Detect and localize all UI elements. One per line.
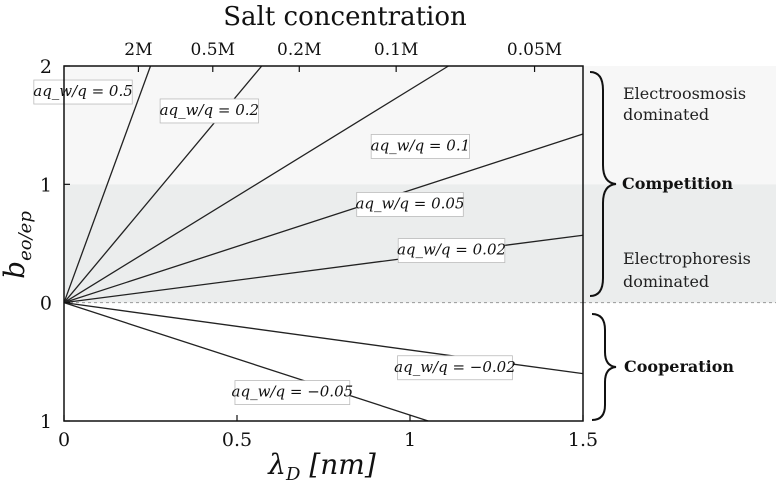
series-label-6: aq_w/q = −0.05 xyxy=(232,380,354,406)
series-line-2 xyxy=(63,65,449,304)
series-label-2: aq_w/q = 0.1 xyxy=(370,134,471,159)
series-line-6 xyxy=(63,302,429,422)
electroosmosis-label-line1: Electroosmosis xyxy=(623,84,746,103)
series-line-0 xyxy=(63,65,152,303)
series-label-3: aq_w/q = 0.05 xyxy=(355,192,465,217)
series-label-box-3 xyxy=(356,192,464,217)
y-axis-label: beo/ep xyxy=(0,211,36,279)
series-label-text-3: aq_w/q = 0.05 xyxy=(355,194,464,212)
series-label-box-0 xyxy=(33,79,133,105)
x-ticks: 0 0.5 1 1.5 xyxy=(58,415,598,451)
y-tick-label-2: 1 xyxy=(40,174,52,196)
series-label-text-6: aq_w/q = −0.05 xyxy=(232,383,354,401)
plot-frame xyxy=(63,65,584,422)
series-label-box-2 xyxy=(370,134,470,159)
series-label-text-0: aq_w/q = 0.5 xyxy=(33,82,133,100)
top-tick-label-2: 0.2M xyxy=(277,40,321,60)
top-tick-label-4: 0.05M xyxy=(507,40,562,60)
y-tick-label-1: 0 xyxy=(40,293,52,315)
competition-label: Competition xyxy=(622,174,733,193)
x-tick-label-3: 1.5 xyxy=(568,429,598,451)
series-label-5: aq_w/q = −0.02 xyxy=(394,355,516,381)
x-tick-label-1: 0.5 xyxy=(222,429,252,451)
series-label-1: aq_w/q = 0.2 xyxy=(159,98,260,124)
electrophoresis-label-line1: Electrophoresis xyxy=(623,249,751,268)
series-label-text-5: aq_w/q = −0.02 xyxy=(394,358,516,376)
series-label-text-1: aq_w/q = 0.2 xyxy=(160,101,260,119)
competition-upper-brace xyxy=(589,71,617,297)
series-label-0: aq_w/q = 0.5 xyxy=(33,79,133,105)
chart-title: Salt concentration xyxy=(223,2,467,32)
series-label-text-2: aq_w/q = 0.1 xyxy=(371,136,471,154)
cooperation-label: Cooperation xyxy=(624,357,734,376)
series-label-box-6 xyxy=(234,380,351,406)
top-tick-label-3: 0.1M xyxy=(374,40,418,60)
y-tick-label-0: 1 xyxy=(40,411,52,433)
electrophoresis-label-line2: dominated xyxy=(623,272,709,291)
series-label-text-4: aq_w/q = 0.02 xyxy=(397,241,506,259)
series-label-4: aq_w/q = 0.02 xyxy=(397,238,506,264)
series-label-box-5 xyxy=(397,355,513,381)
y-tick-label-3: 2 xyxy=(40,56,52,78)
y-ticks: 1 0 1 2 xyxy=(40,56,70,433)
electroosmosis-label-line2: dominated xyxy=(623,105,709,124)
cooperation-brace xyxy=(591,313,617,421)
electroosmosis-region xyxy=(64,66,776,185)
series-label-box-1 xyxy=(159,98,259,124)
series-line-3 xyxy=(63,133,584,304)
top-tick-label-0: 2M xyxy=(124,40,152,60)
x-tick-label-2: 1 xyxy=(404,429,416,451)
x-tick-label-0: 0 xyxy=(58,429,70,451)
series-labels: aq_w/q = 0.5 aq_w/q = 0.2 aq_w/q = 0.1 aq_w… xyxy=(33,79,516,406)
top-axis-ticks: 2M 0.5M 0.2M 0.1M 0.05M xyxy=(124,40,562,72)
series-label-box-4 xyxy=(397,238,506,264)
top-tick-label-1: 0.5M xyxy=(191,40,235,60)
x-axis-label: λD [nm] xyxy=(267,448,376,483)
